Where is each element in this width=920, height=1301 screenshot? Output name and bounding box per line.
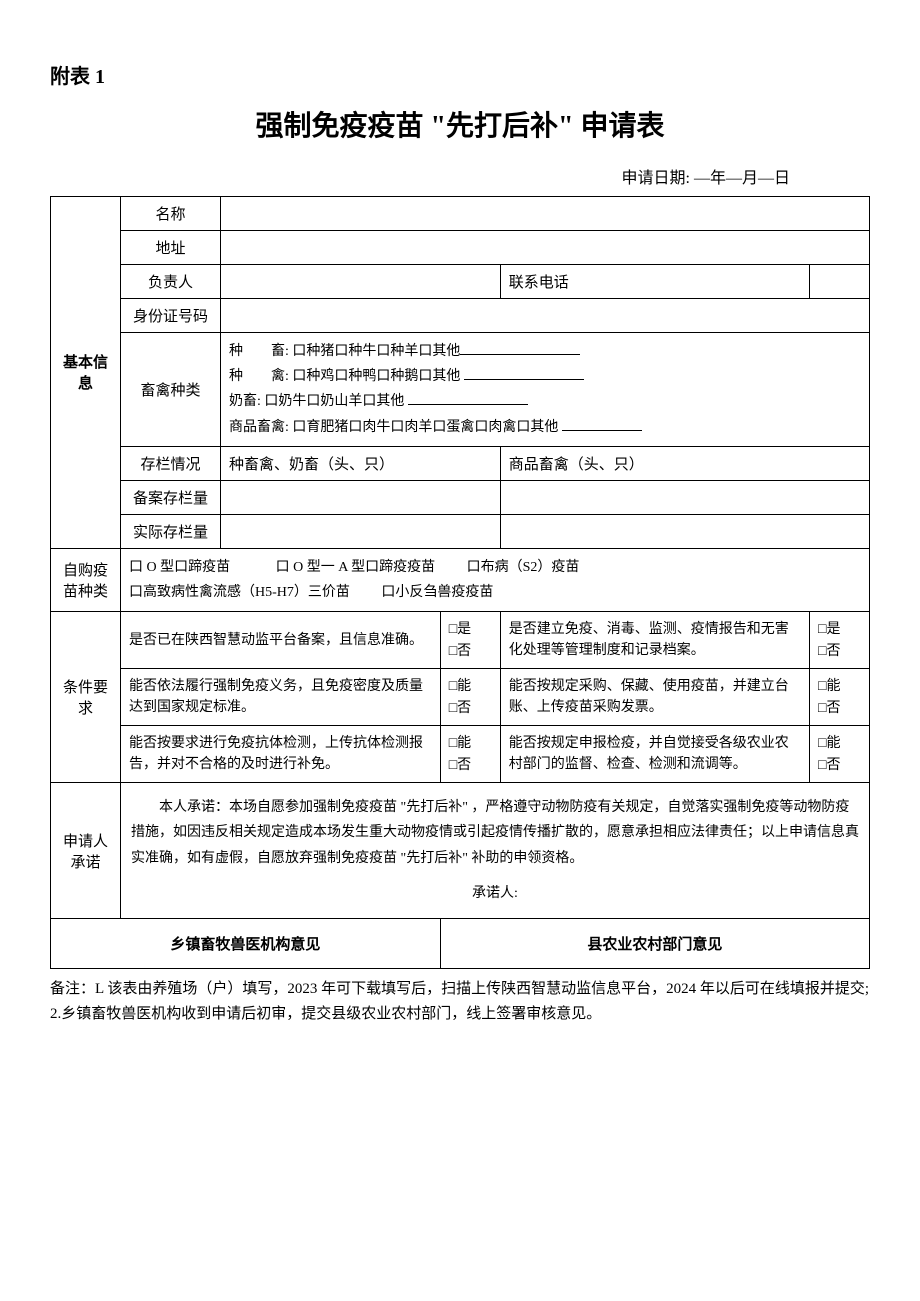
- recorded-stock-label: 备案存栏量: [121, 480, 221, 514]
- basic-info-label: 基本信息: [51, 197, 121, 549]
- person-label: 负责人: [121, 265, 221, 299]
- phone-label: 联系电话: [500, 265, 809, 299]
- table-row: 能否按要求进行免疫抗体检测，上传抗体检测报告，并对不合格的及时进行补免。 □能 …: [51, 726, 870, 783]
- town-opinion: 乡镇畜牧兽医机构意见: [51, 918, 441, 968]
- appendix-label: 附表 1: [50, 60, 870, 89]
- actual-stock-label: 实际存栏量: [121, 514, 221, 548]
- id-label: 身份证号码: [121, 299, 221, 333]
- cond-a3: □能 □否: [440, 669, 500, 726]
- cond-q5: 能否按要求进行免疫抗体检测，上传抗体检测报告，并对不合格的及时进行补免。: [121, 726, 441, 783]
- cond-q1: 是否已在陕西智慧动监平台备案，且信息准确。: [121, 612, 441, 669]
- id-value: [221, 299, 870, 333]
- name-value: [221, 197, 870, 231]
- county-opinion: 县农业农村部门意见: [440, 918, 869, 968]
- promise-label: 申请人承诺: [51, 783, 121, 919]
- table-row: 自购疫苗种类 口 O 型口蹄疫苗 口 O 型一 A 型口蹄疫疫苗 口布病（S2）…: [51, 548, 870, 611]
- stock-commodity: 商品畜禽（头、只）: [500, 446, 869, 480]
- table-row: 身份证号码: [51, 299, 870, 333]
- livestock-options: 口种猪口种牛口种羊口其他: [292, 344, 460, 359]
- cond-a1: □是 □否: [440, 612, 500, 669]
- table-row: 负责人 联系电话: [51, 265, 870, 299]
- table-row: 乡镇畜牧兽医机构意见 县农业农村部门意见: [51, 918, 870, 968]
- vaccine-oa: 口 O 型一 A 型口蹄疫疫苗: [276, 560, 435, 575]
- address-label: 地址: [121, 231, 221, 265]
- cond-q4: 能否按规定采购、保藏、使用疫苗，并建立台账、上传疫苗采购发票。: [500, 669, 809, 726]
- commodity-label: 商品畜禽:: [229, 420, 289, 435]
- phone-value: [809, 265, 869, 299]
- table-row: 备案存栏量: [51, 480, 870, 514]
- table-row: 存栏情况 种畜禽、奶畜（头、只） 商品畜禽（头、只）: [51, 446, 870, 480]
- species-options: 种 畜: 口种猪口种牛口种羊口其他 种 禽: 口种鸡口种鸭口种鹅口其他 奶畜: …: [221, 333, 870, 447]
- table-row: 实际存栏量: [51, 514, 870, 548]
- vaccine-h5h7: 口高致病性禽流感（H5-H7）三价苗: [129, 585, 350, 600]
- table-row: 畜禽种类 种 畜: 口种猪口种牛口种羊口其他 种 禽: 口种鸡口种鸭口种鹅口其他…: [51, 333, 870, 447]
- table-row: 申请人承诺 本人承诺：本场自愿参加强制免疫疫苗 "先打后补" ，严格遵守动物防疫…: [51, 783, 870, 919]
- recorded-stock-breed: [221, 480, 501, 514]
- vaccine-o: 口 O 型口蹄疫苗: [129, 560, 230, 575]
- page-title: 强制免疫疫苗 "先打后补" 申请表: [50, 104, 870, 144]
- table-row: 基本信息 名称: [51, 197, 870, 231]
- table-row: 地址: [51, 231, 870, 265]
- cond-a4: □能 □否: [810, 669, 870, 726]
- poultry-label: 种 禽:: [229, 369, 289, 384]
- actual-stock-breed: [221, 514, 501, 548]
- table-row: 条件要求 是否已在陕西智慧动监平台备案，且信息准确。 □是 □否 是否建立免疫、…: [51, 612, 870, 669]
- cond-a6: □能 □否: [810, 726, 870, 783]
- date-line: 申请日期: —年—月—日: [50, 164, 870, 188]
- commodity-options: 口育肥猪口肉牛口肉羊口蛋禽口肉禽口其他: [292, 420, 558, 435]
- cond-a2: □是 □否: [810, 612, 870, 669]
- vaccine-s2: 口布病（S2）疫苗: [467, 560, 580, 575]
- promiser-label: 承诺人:: [131, 881, 859, 906]
- footnote: 备注：L 该表由养殖场（户）填写，2023 年可下载填写后，扫描上传陕西智慧动监…: [50, 977, 870, 1028]
- poultry-options: 口种鸡口种鸭口种鹅口其他: [292, 369, 460, 384]
- vaccine-ppr: 口小反刍兽疫疫苗: [381, 585, 493, 600]
- cond-q3: 能否依法履行强制免疫义务，且免疫密度及质量达到国家规定标准。: [121, 669, 441, 726]
- recorded-stock-commodity: [500, 480, 869, 514]
- livestock-label: 种 畜:: [229, 344, 289, 359]
- cond-a5: □能 □否: [440, 726, 500, 783]
- conditions-label: 条件要求: [51, 612, 121, 783]
- actual-stock-commodity: [500, 514, 869, 548]
- cond-q2: 是否建立免疫、消毒、监测、疫情报告和无害化处理等管理制度和记录档案。: [500, 612, 809, 669]
- promise-text: 本人承诺：本场自愿参加强制免疫疫苗 "先打后补" ，严格遵守动物防疫有关规定，自…: [131, 795, 859, 871]
- person-value: [221, 265, 501, 299]
- address-value: [221, 231, 870, 265]
- stock-breed-dairy: 种畜禽、奶畜（头、只）: [221, 446, 501, 480]
- promise-cell: 本人承诺：本场自愿参加强制免疫疫苗 "先打后补" ，严格遵守动物防疫有关规定，自…: [121, 783, 870, 919]
- species-label: 畜禽种类: [121, 333, 221, 447]
- cond-q6: 能否按规定申报检疫，并自觉接受各级农业农村部门的监督、检查、检测和流调等。: [500, 726, 809, 783]
- stock-label: 存栏情况: [121, 446, 221, 480]
- dairy-label: 奶畜:: [229, 394, 261, 409]
- application-form-table: 基本信息 名称 地址 负责人 联系电话 身份证号码 畜禽种类 种 畜: 口种猪口…: [50, 196, 870, 969]
- name-label: 名称: [121, 197, 221, 231]
- table-row: 能否依法履行强制免疫义务，且免疫密度及质量达到国家规定标准。 □能 □否 能否按…: [51, 669, 870, 726]
- vaccine-type-label: 自购疫苗种类: [51, 548, 121, 611]
- dairy-options: 口奶牛口奶山羊口其他: [264, 394, 404, 409]
- vaccine-options: 口 O 型口蹄疫苗 口 O 型一 A 型口蹄疫疫苗 口布病（S2）疫苗 口高致病…: [121, 548, 870, 611]
